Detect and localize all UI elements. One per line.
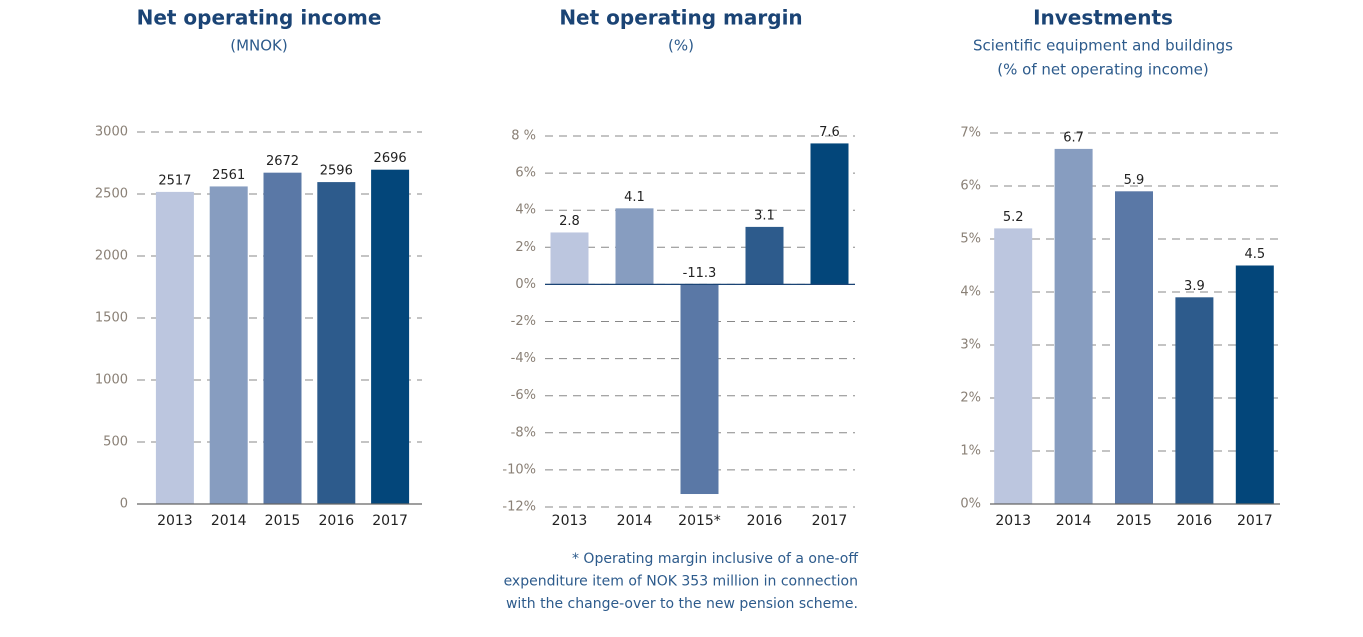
- x-tick-label: 2017: [372, 513, 408, 529]
- x-tick-label: 2013: [552, 513, 588, 529]
- x-tick-label: 2015*: [678, 513, 721, 529]
- bar: [810, 143, 849, 285]
- y-tick-label: -10%: [502, 462, 536, 477]
- bar: [1054, 148, 1093, 504]
- value-label: 3.1: [754, 208, 775, 223]
- value-label: 4.5: [1244, 247, 1265, 262]
- bar: [155, 191, 194, 504]
- bar: [1115, 191, 1153, 505]
- y-tick-label: 1500: [95, 311, 128, 326]
- value-label: -11.3: [683, 266, 717, 281]
- bar: [680, 284, 719, 495]
- y-tick-label: 3000: [95, 125, 128, 140]
- value-label: 2561: [212, 168, 245, 183]
- y-tick-label: 6%: [515, 166, 536, 181]
- y-tick-label: 2000: [95, 249, 128, 264]
- value-label: 5.9: [1124, 173, 1145, 188]
- chart-subtitle: Scientific equipment and buildings: [973, 37, 1233, 55]
- value-label: 5.2: [1003, 210, 1024, 225]
- x-tick-label: 2014: [617, 513, 653, 529]
- bar: [317, 182, 356, 504]
- x-tick-label: 2014: [1056, 513, 1092, 529]
- y-tick-label: 1000: [95, 373, 128, 388]
- x-tick-label: 2015: [1116, 513, 1152, 529]
- y-tick-label: 0%: [960, 497, 981, 512]
- value-label: 3.9: [1184, 279, 1205, 294]
- y-tick-label: 4%: [960, 285, 981, 300]
- x-tick-label: 2016: [318, 513, 354, 529]
- y-tick-label: 2%: [515, 240, 536, 255]
- footnote: * Operating margin inclusive of a one-of…: [572, 551, 858, 567]
- y-tick-label: -2%: [511, 314, 536, 329]
- x-tick-label: 2013: [157, 513, 193, 529]
- y-tick-label: 0: [120, 497, 128, 512]
- chart-title: Investments: [1033, 6, 1173, 30]
- y-tick-label: 1%: [960, 444, 981, 459]
- x-tick-label: 2017: [812, 513, 848, 529]
- x-tick-label: 2016: [1177, 513, 1213, 529]
- value-label: 2596: [320, 164, 353, 179]
- bar: [615, 208, 654, 285]
- y-tick-label: -4%: [511, 351, 536, 366]
- bar: [209, 186, 248, 504]
- bar: [1175, 297, 1214, 504]
- y-tick-label: 8 %: [511, 129, 536, 144]
- bar: [371, 169, 410, 505]
- bar: [1235, 265, 1274, 504]
- x-tick-label: 2016: [747, 513, 783, 529]
- bar: [550, 232, 589, 285]
- y-tick-label: 500: [103, 435, 128, 450]
- x-tick-label: 2013: [995, 513, 1031, 529]
- value-label: 2517: [158, 173, 191, 188]
- bar: [263, 172, 302, 504]
- value-label: 6.7: [1063, 130, 1084, 145]
- y-tick-label: -12%: [502, 500, 536, 515]
- y-tick-label: -6%: [511, 388, 536, 403]
- y-tick-label: 3%: [960, 338, 981, 353]
- footnote: expenditure item of NOK 353 million in c…: [504, 574, 858, 590]
- footnote: with the change-over to the new pension …: [506, 596, 858, 612]
- y-tick-label: 6%: [960, 179, 981, 194]
- bar: [745, 226, 784, 285]
- bar: [994, 228, 1033, 504]
- value-label: 7.6: [819, 125, 840, 140]
- value-label: 2672: [266, 154, 299, 169]
- chart-subtitle: (%): [668, 37, 694, 55]
- y-tick-label: 7%: [960, 126, 981, 141]
- y-tick-label: -8%: [511, 425, 536, 440]
- value-label: 4.1: [624, 190, 645, 205]
- chart-subtitle: (MNOK): [230, 37, 288, 55]
- y-tick-label: 2%: [960, 391, 981, 406]
- chart-title: Net operating margin: [559, 6, 802, 30]
- chart-subtitle: (% of net operating income): [997, 61, 1208, 79]
- y-tick-label: 2500: [95, 187, 128, 202]
- chart-title: Net operating income: [137, 6, 382, 30]
- value-label: 2696: [374, 151, 407, 166]
- y-tick-label: 0%: [515, 277, 536, 292]
- y-tick-label: 5%: [960, 232, 981, 247]
- value-label: 2.8: [559, 214, 580, 229]
- x-tick-label: 2017: [1237, 513, 1273, 529]
- x-tick-label: 2015: [265, 513, 301, 529]
- x-tick-label: 2014: [211, 513, 247, 529]
- y-tick-label: 4%: [515, 203, 536, 218]
